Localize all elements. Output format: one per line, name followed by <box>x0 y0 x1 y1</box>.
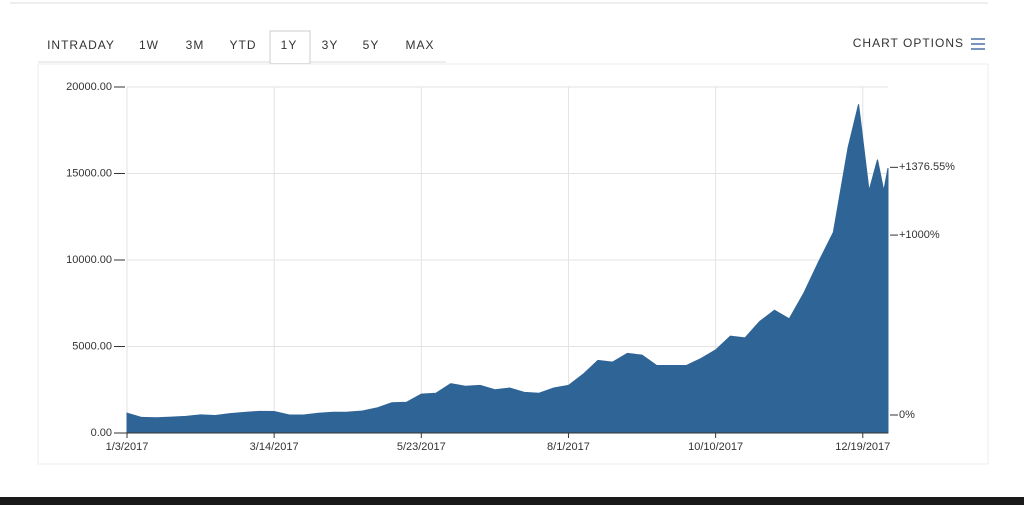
y-tick-label: 20000.00 <box>66 81 112 93</box>
area <box>126 104 889 434</box>
y2-tick-label: +1000% <box>899 229 940 241</box>
tab[interactable]: INTRADAY <box>47 38 115 52</box>
tab[interactable]: 3M <box>186 38 205 52</box>
chart-options[interactable]: CHART OPTIONS <box>853 36 964 50</box>
y2-tick-label: +1376.55% <box>899 161 955 173</box>
x-tick-label: 1/3/2017 <box>106 441 149 453</box>
tab[interactable]: YTD <box>230 38 257 52</box>
y-tick-label: 0.00 <box>91 427 112 439</box>
bottom-bar <box>0 497 1024 505</box>
x-tick-label: 5/23/2017 <box>397 441 446 453</box>
tab[interactable]: 3Y <box>322 38 339 52</box>
y-tick-label: 5000.00 <box>72 340 112 352</box>
x-tick-label: 3/14/2017 <box>250 441 299 453</box>
tab[interactable]: 1W <box>139 38 159 52</box>
tab-active[interactable]: 1Y <box>281 38 298 52</box>
y2-tick-label: 0% <box>899 409 915 421</box>
y-tick-label: 15000.00 <box>66 167 112 179</box>
tab[interactable]: MAX <box>405 38 434 52</box>
x-tick-label: 8/1/2017 <box>547 441 590 453</box>
chart-frame <box>37 63 989 465</box>
active-tab-box <box>269 30 311 64</box>
menu-icon[interactable] <box>971 38 985 50</box>
tab[interactable]: 5Y <box>363 38 380 52</box>
x-tick-label: 12/19/2017 <box>835 441 890 453</box>
x-tick-label: 10/10/2017 <box>688 441 743 453</box>
y-tick-label: 10000.00 <box>66 254 112 266</box>
